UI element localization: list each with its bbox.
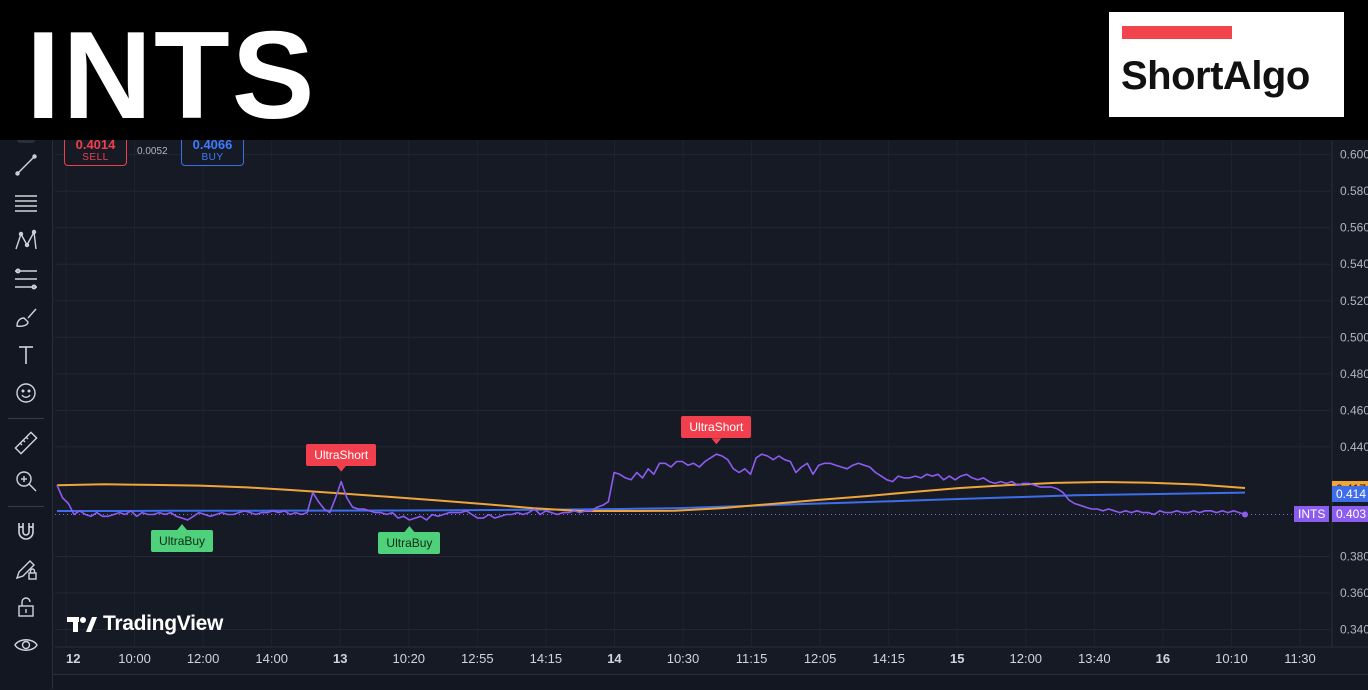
fib-icon[interactable] <box>13 266 39 292</box>
y-tick-label: 0.460 <box>1340 403 1368 417</box>
x-tick-label: 15 <box>950 651 964 666</box>
tradingview-watermark: TradingView <box>67 612 223 636</box>
sell-label: SELL <box>82 152 109 163</box>
x-tick-label: 10:30 <box>667 651 700 666</box>
y-tick-label: 0.580 <box>1340 184 1368 198</box>
spread-value: 0.0052 <box>137 146 168 157</box>
lock-icon[interactable] <box>13 594 39 620</box>
header-banner: INTS ShortAlgo <box>0 0 1368 140</box>
x-tick-label: 14 <box>607 651 622 666</box>
x-tick-label: 13:40 <box>1078 651 1111 666</box>
tradingview-text: TradingView <box>103 612 224 635</box>
logo-bar <box>1122 26 1232 39</box>
x-tick-label: 12:05 <box>804 651 837 666</box>
buy-price: 0.4066 <box>192 137 233 152</box>
lock-drawing-icon[interactable] <box>13 556 39 582</box>
ultrashort-signal: UltraShort <box>306 443 377 466</box>
brush-icon[interactable] <box>13 304 39 330</box>
y-tick-label: 0.560 <box>1340 221 1368 235</box>
x-tick-label: 11:15 <box>736 651 768 666</box>
ultrabuy-signal: UltraBuy <box>151 530 214 553</box>
y-tick-label: 0.540 <box>1340 257 1368 271</box>
y-tick-label: 0.520 <box>1340 294 1368 308</box>
price-tag: 0.414 <box>1332 486 1368 503</box>
x-tick-label: 14:15 <box>530 651 563 666</box>
y-tick-label: 0.600 <box>1340 148 1368 162</box>
signal-pointer <box>404 525 415 532</box>
price-tag: 0.403 <box>1332 506 1368 523</box>
horizontal-lines-icon[interactable] <box>13 190 39 216</box>
ultrabuy-signal: UltraBuy <box>378 531 441 554</box>
x-tick-label: 12:55 <box>461 651 494 666</box>
eye-icon[interactable] <box>13 632 39 658</box>
shortalgo-logo: ShortAlgo <box>1109 12 1344 117</box>
emoji-icon[interactable] <box>13 380 39 406</box>
y-tick-label: 0.380 <box>1340 549 1368 563</box>
y-tick-label: 0.340 <box>1340 623 1368 637</box>
tradingview-logo-icon <box>67 617 97 632</box>
ints-price-line <box>56 453 1246 521</box>
ticker-title: INTS <box>26 7 317 145</box>
x-tick-label: 10:00 <box>118 651 151 666</box>
drawing-toolbar <box>0 137 53 689</box>
x-tick-label: 12:00 <box>1010 651 1043 666</box>
toolbar-separator <box>8 418 44 419</box>
x-tick-label: 14:15 <box>872 651 905 666</box>
magnet-icon[interactable] <box>13 518 39 544</box>
y-tick-label: 0.360 <box>1340 586 1368 600</box>
trend-line-icon[interactable] <box>13 152 39 178</box>
last-price-dot <box>1242 511 1248 518</box>
y-tick-label: 0.480 <box>1340 367 1368 381</box>
buy-label: BUY <box>201 152 224 163</box>
ultrashort-signal: UltraShort <box>681 416 752 439</box>
x-tick-label: 12 <box>66 651 80 666</box>
logo-text: ShortAlgo <box>1121 54 1310 98</box>
signal-pointer <box>177 524 188 531</box>
signal-pointer <box>711 438 722 445</box>
zoom-icon[interactable] <box>13 468 39 494</box>
x-tick-label: 16 <box>1156 651 1170 666</box>
toolbar-separator <box>8 506 44 507</box>
text-icon[interactable] <box>13 342 39 368</box>
x-tick-label: 14:00 <box>255 651 288 666</box>
x-tick-label: 10:20 <box>393 651 426 666</box>
signal-pointer <box>336 465 347 472</box>
y-tick-label: 0.440 <box>1340 440 1368 454</box>
ruler-icon[interactable] <box>13 430 39 456</box>
x-tick-label: 13 <box>333 651 347 666</box>
series-name-tag: INTS <box>1294 506 1330 523</box>
x-tick-label: 11:30 <box>1284 651 1316 666</box>
blue-ma-line <box>57 491 1246 512</box>
sell-price: 0.4014 <box>75 137 116 152</box>
pattern-icon[interactable] <box>13 228 39 254</box>
y-tick-label: 0.500 <box>1340 330 1368 344</box>
x-tick-label: 10:10 <box>1215 651 1248 666</box>
bottom-toolbar <box>0 674 1368 690</box>
x-tick-label: 12:00 <box>187 651 220 666</box>
orange-ma-line <box>56 481 1246 512</box>
